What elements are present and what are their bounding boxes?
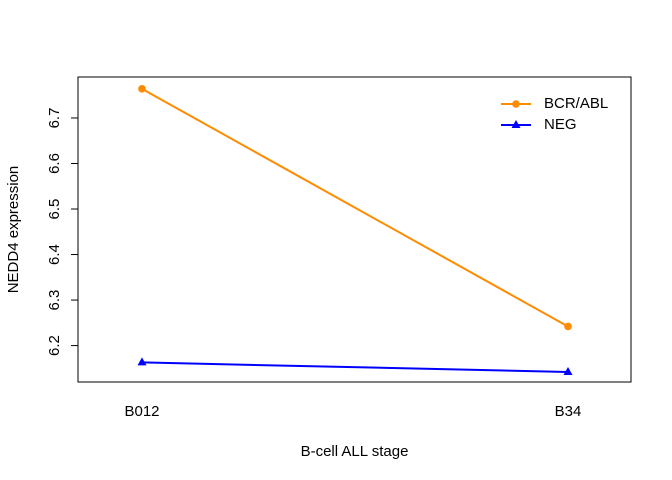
y-tick-label: 6.6 — [46, 153, 63, 174]
data-point — [563, 366, 573, 375]
legend-label: BCR/ABL — [544, 95, 608, 112]
y-tick-label: 6.5 — [46, 199, 63, 220]
legend-item: NEG — [501, 116, 577, 133]
series-0 — [138, 85, 572, 331]
x-axis: B012 B34 — [124, 403, 581, 420]
data-point — [138, 85, 146, 93]
legend-marker — [511, 120, 521, 128]
y-tick-label: 6.2 — [46, 335, 63, 356]
data-point — [564, 322, 572, 331]
y-tick-label: 6.4 — [46, 244, 63, 265]
x-tick-label: B012 — [124, 403, 159, 420]
series-layer — [137, 85, 573, 375]
series-line — [141, 361, 569, 373]
legend-item: BCR/ABL — [501, 95, 608, 112]
legend-label: NEG — [544, 116, 577, 133]
y-axis: 6.2 6.3 6.4 6.5 6.6 6.7 — [46, 108, 79, 356]
data-point — [137, 357, 147, 366]
x-axis-label: B-cell ALL stage — [301, 443, 409, 460]
y-tick-label: 6.7 — [46, 108, 63, 129]
legend-marker — [512, 100, 520, 108]
series-line — [141, 87, 569, 328]
y-axis-label: NEDD4 expression — [5, 166, 22, 294]
series-1 — [137, 357, 573, 375]
y-tick-label: 6.3 — [46, 290, 63, 311]
x-tick-label: B34 — [555, 403, 582, 420]
legend: BCR/ABL NEG — [501, 95, 608, 133]
